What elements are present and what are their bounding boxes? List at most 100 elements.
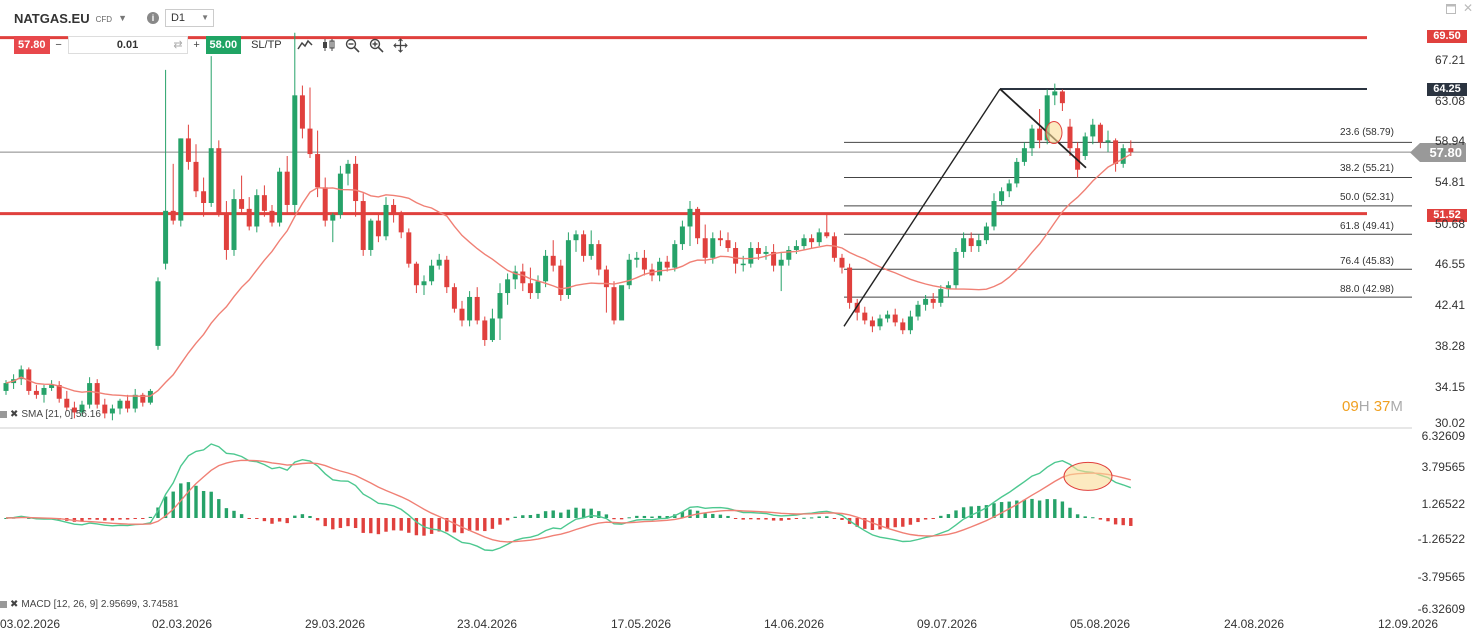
candle-body <box>505 279 511 294</box>
macd-histogram-bar <box>999 502 1004 518</box>
candle-body <box>527 283 533 294</box>
candle-body <box>1044 95 1050 141</box>
price-label-64-25: 64.25 <box>1427 83 1467 96</box>
macd-histogram-bar <box>1015 500 1019 518</box>
macd-histogram-bar <box>794 518 799 519</box>
macd-indicator-label[interactable]: ✖ MACD [12, 26, 9] 2.95699, 3.74581 <box>0 599 179 610</box>
macd-histogram-bar <box>619 518 624 520</box>
indicator-settings-icon[interactable] <box>0 411 7 418</box>
candle-body <box>847 267 853 303</box>
move-icon[interactable] <box>392 36 410 54</box>
candle-body <box>337 173 343 215</box>
macd-histogram-bar <box>475 518 479 531</box>
fib-level-23-6: 23.6 (58.79) <box>1340 127 1394 138</box>
candle-body <box>603 269 609 288</box>
candle-body <box>520 271 526 284</box>
macd-histogram-bar <box>505 518 510 521</box>
candlestick-icon[interactable] <box>320 36 338 54</box>
candle-body <box>930 298 936 303</box>
remove-indicator-icon[interactable]: ✖ <box>10 409 19 420</box>
candle-body <box>809 238 815 243</box>
sltp-button[interactable]: SL/TP <box>251 39 282 51</box>
candle-body <box>657 261 663 276</box>
macd-histogram-bar <box>635 515 639 518</box>
candle-body <box>862 312 868 321</box>
zoom-in-icon[interactable] <box>368 36 386 54</box>
candle-body <box>710 238 716 258</box>
candle-body <box>1052 91 1058 96</box>
sma-label-text: SMA [21, 0] 56.16 <box>21 409 101 420</box>
candle-body <box>831 236 837 258</box>
sma-indicator-label[interactable]: ✖ SMA [21, 0] 56.16 <box>0 409 101 420</box>
macd-histogram-bar <box>300 514 305 518</box>
macd-histogram-bar <box>878 518 882 530</box>
candle-body <box>140 394 146 403</box>
fib-level-38-2: 38.2 (55.21) <box>1340 163 1394 174</box>
macd-histogram-bar <box>293 515 297 518</box>
x-tick: 14.06.2026 <box>764 617 825 631</box>
line-chart-icon[interactable] <box>296 36 314 54</box>
candle-body <box>717 238 723 241</box>
candle-body <box>429 265 435 282</box>
candle-body <box>755 248 761 254</box>
candle-body <box>558 265 564 295</box>
macd-histogram-bar <box>756 518 761 520</box>
sell-button[interactable]: 57.80 <box>14 36 50 54</box>
increase-quantity-button[interactable]: + <box>193 39 200 51</box>
candle-body <box>474 296 480 321</box>
candle-body <box>626 259 632 286</box>
macd-histogram-bar <box>969 506 973 518</box>
price-label-51-52: 51.52 <box>1427 209 1467 222</box>
macd-histogram-bar <box>809 517 814 519</box>
macd-histogram-bar <box>80 518 84 522</box>
macd-histogram-bar <box>657 515 662 518</box>
decrease-quantity-button[interactable]: − <box>55 39 62 51</box>
macd-tick: -3.79565 <box>1417 570 1465 584</box>
y-tick: 30.02 <box>1434 416 1465 430</box>
symbol-dropdown-icon[interactable]: ▼ <box>118 13 127 23</box>
close-icon[interactable]: ✕ <box>1463 1 1474 15</box>
symbol-name[interactable]: NATGAS.EU <box>14 10 90 26</box>
buy-button[interactable]: 58.00 <box>205 36 242 54</box>
candle-body <box>725 240 731 249</box>
macd-histogram-bar <box>688 509 692 518</box>
macd-line <box>5 443 1132 552</box>
candle-body <box>459 308 465 321</box>
y-tick: 50.68 <box>1434 217 1465 231</box>
timeframe-select[interactable]: D1 ▼ <box>164 9 214 27</box>
macd-histogram-bar <box>156 507 160 518</box>
candle-body <box>261 195 267 211</box>
macd-histogram-bar <box>483 518 487 532</box>
candle-body <box>467 296 473 321</box>
indicator-settings-icon[interactable] <box>0 601 7 608</box>
x-tick: 29.03.2026 <box>305 617 366 631</box>
remove-indicator-icon[interactable]: ✖ <box>10 599 19 610</box>
macd-histogram-bar <box>376 518 381 535</box>
info-icon[interactable]: i <box>146 12 159 24</box>
macd-histogram-bar <box>961 507 966 518</box>
macd-histogram-bar <box>429 518 434 534</box>
highlight-ellipse <box>1045 121 1063 145</box>
macd-histogram-bar <box>954 510 958 518</box>
macd-histogram-bar <box>186 482 191 518</box>
macd-histogram-bar <box>711 513 715 518</box>
candle-body <box>208 148 214 203</box>
macd-histogram-bar <box>1129 518 1133 526</box>
trade-bar: 57.80 − 0.01 ⇄ + 58.00 SL/TP <box>14 36 410 54</box>
macd-histogram-bar <box>1075 514 1080 518</box>
maximize-icon[interactable] <box>1446 3 1456 17</box>
candle-body <box>953 251 959 286</box>
macd-histogram-bar <box>452 518 457 533</box>
refresh-icon[interactable]: ⇄ <box>173 39 183 51</box>
zoom-out-icon[interactable] <box>344 36 362 54</box>
candle-body <box>322 187 328 221</box>
quantity-input[interactable]: 0.01 ⇄ <box>67 36 188 54</box>
candle-body <box>231 199 237 250</box>
macd-histogram-bar <box>855 518 859 527</box>
candle-body <box>482 320 488 341</box>
macd-histogram-bar <box>984 505 989 518</box>
macd-histogram-bar <box>1045 499 1049 518</box>
candle-body <box>71 407 77 413</box>
macd-histogram-bar <box>787 518 791 520</box>
